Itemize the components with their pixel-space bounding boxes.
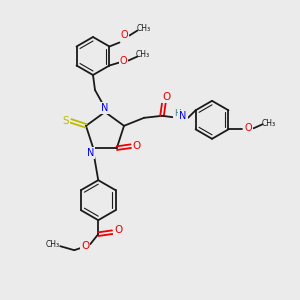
Text: O: O — [81, 241, 89, 251]
Text: H: H — [174, 109, 180, 118]
Text: N: N — [87, 148, 94, 158]
Text: O: O — [121, 31, 128, 40]
Text: N: N — [179, 111, 187, 121]
Text: CH₃: CH₃ — [261, 119, 275, 128]
Text: O: O — [133, 141, 141, 151]
Text: N: N — [101, 103, 109, 113]
Text: O: O — [245, 123, 252, 133]
Text: S: S — [62, 116, 69, 126]
Text: CH₃: CH₃ — [136, 24, 151, 33]
Text: O: O — [120, 56, 127, 65]
Text: CH₃: CH₃ — [135, 50, 149, 59]
Text: O: O — [162, 92, 170, 102]
Text: O: O — [114, 225, 122, 235]
Text: CH₃: CH₃ — [45, 240, 59, 249]
